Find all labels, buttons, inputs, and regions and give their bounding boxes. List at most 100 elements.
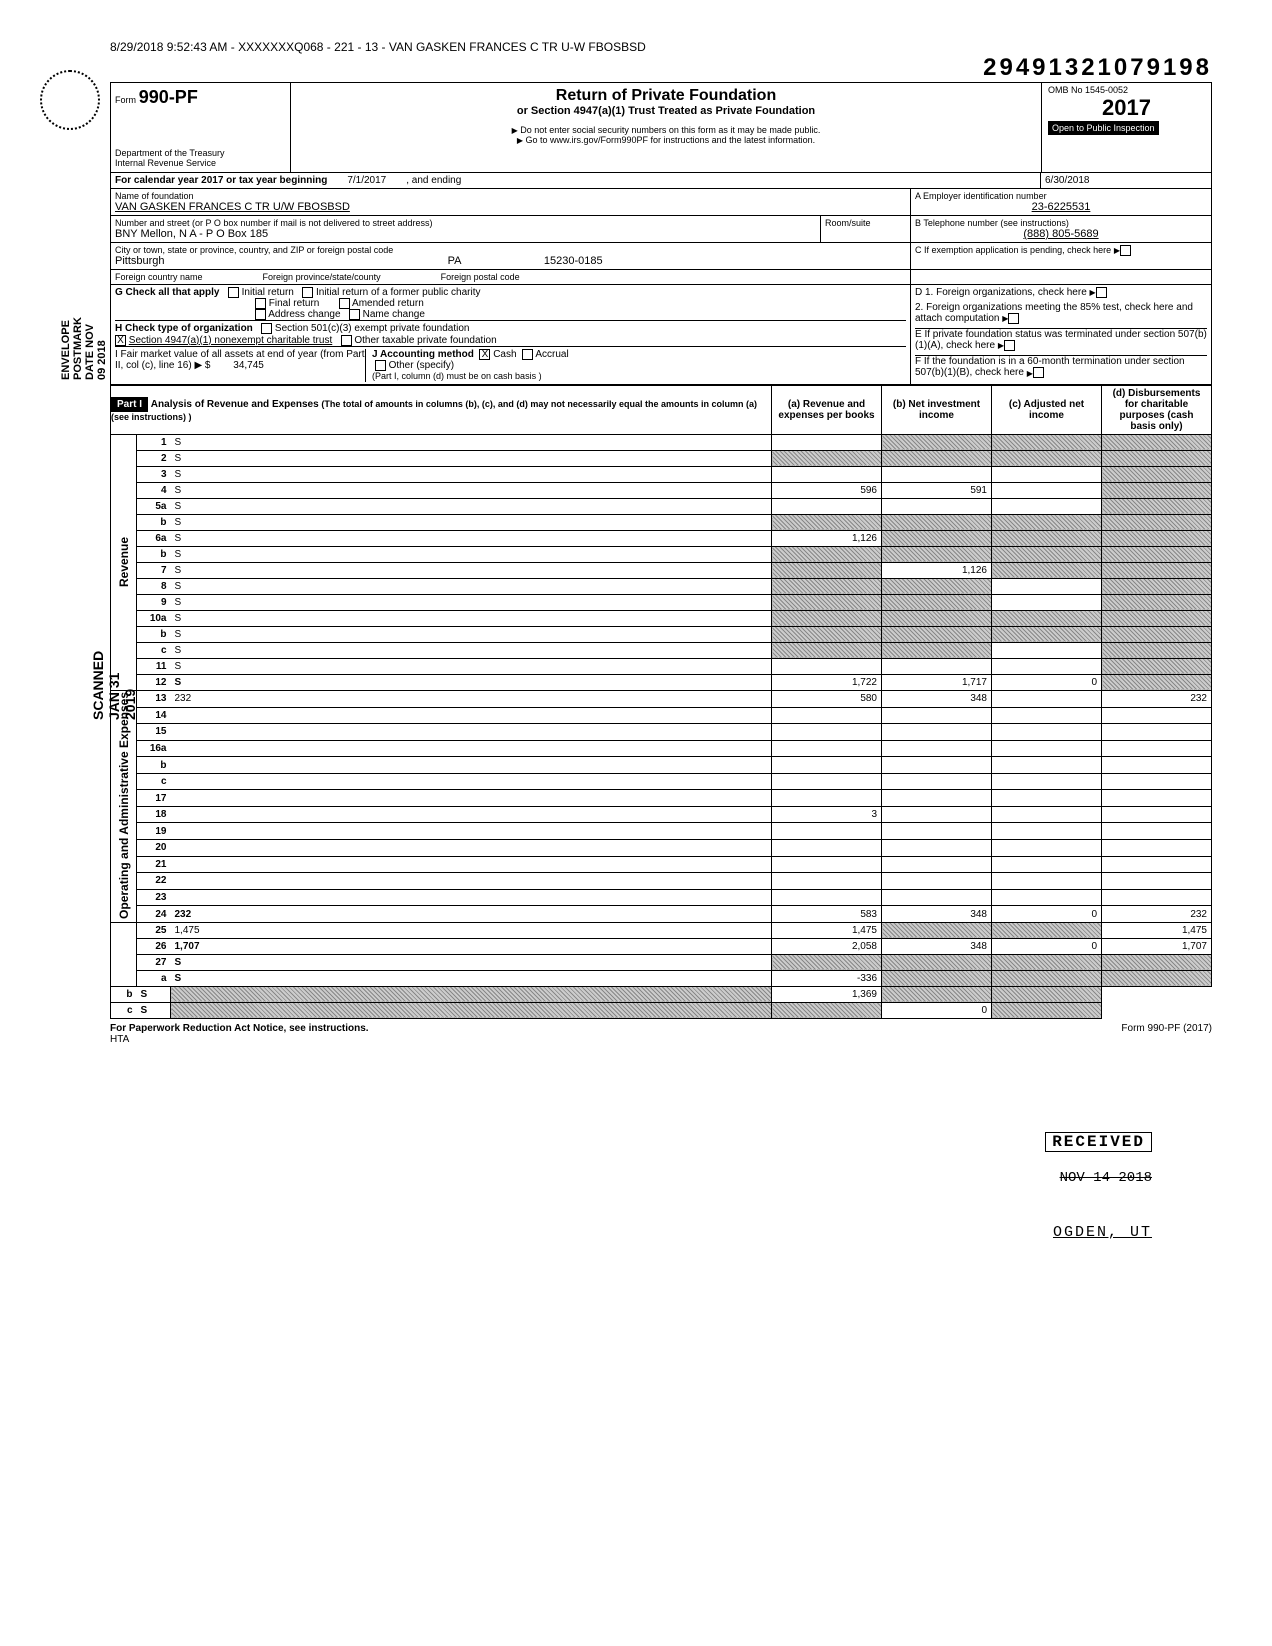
col-c-header: (c) Adjusted net income xyxy=(992,385,1102,434)
line-description: 1,475 xyxy=(171,922,772,938)
table-row: b xyxy=(111,757,1212,774)
table-row: cS xyxy=(111,642,1212,658)
d1-checkbox[interactable] xyxy=(1096,287,1107,298)
line-value-b xyxy=(882,514,992,530)
line-number: 5a xyxy=(137,498,171,514)
line-value-c xyxy=(992,626,1102,642)
line-value-c xyxy=(992,690,1102,707)
col-b-header: (b) Net investment income xyxy=(882,385,992,434)
e-checkbox[interactable] xyxy=(1004,340,1015,351)
table-row: 19 xyxy=(111,823,1212,840)
line-value-a: 1,475 xyxy=(772,922,882,938)
line-description xyxy=(171,757,772,774)
line-value-c xyxy=(992,546,1102,562)
line-value-c xyxy=(992,724,1102,741)
line-description: S xyxy=(171,530,772,546)
period-label: For calendar year 2017 or tax year begin… xyxy=(115,175,327,186)
line-number: 25 xyxy=(137,922,171,938)
line-value-c xyxy=(992,740,1102,757)
line-value-c xyxy=(992,530,1102,546)
line-value-d xyxy=(1102,594,1212,610)
line-number: 16a xyxy=(137,740,171,757)
line-value-d xyxy=(1102,740,1212,757)
line-value-d xyxy=(1102,873,1212,890)
table-row: c xyxy=(111,773,1212,790)
accrual-checkbox[interactable] xyxy=(522,349,533,360)
line-value-d xyxy=(1102,530,1212,546)
line-number: 3 xyxy=(137,466,171,482)
h2-checkbox[interactable]: X xyxy=(115,335,126,346)
irf-checkbox[interactable] xyxy=(302,287,313,298)
line-value-a xyxy=(772,658,882,674)
name-change-checkbox[interactable] xyxy=(349,309,360,320)
line-number: 24 xyxy=(137,906,171,923)
line-description: S xyxy=(171,626,772,642)
fp-label: Foreign province/state/county xyxy=(263,272,381,282)
line-value-a xyxy=(772,594,882,610)
fr-label: Final return xyxy=(269,298,320,309)
other-checkbox[interactable] xyxy=(375,360,386,371)
line-value-a xyxy=(772,873,882,890)
line-description: S xyxy=(171,658,772,674)
line-description: S xyxy=(171,514,772,530)
revenue-section-label: Revenue xyxy=(111,434,137,690)
ac-label: Address change xyxy=(268,309,340,320)
line-description: S xyxy=(171,482,772,498)
line-value-a xyxy=(772,954,882,970)
d2-checkbox[interactable] xyxy=(1008,313,1019,324)
line-value-b xyxy=(882,873,992,890)
line-value-d: 1,475 xyxy=(1102,922,1212,938)
d1-label: D 1. Foreign organizations, check here xyxy=(915,287,1087,298)
e-label: E If private foundation status was termi… xyxy=(915,329,1207,351)
amended-checkbox[interactable] xyxy=(339,298,350,309)
table-row: bS xyxy=(111,626,1212,642)
line-value-a xyxy=(772,498,882,514)
line-description xyxy=(171,806,772,823)
h1-checkbox[interactable] xyxy=(261,323,272,334)
line-number: c xyxy=(137,642,171,658)
line-number: 14 xyxy=(137,707,171,724)
cash-label: Cash xyxy=(493,349,516,360)
line-value-c xyxy=(992,514,1102,530)
line-value-b xyxy=(882,546,992,562)
line-number: 27 xyxy=(137,954,171,970)
line-value-c xyxy=(992,823,1102,840)
h3-checkbox[interactable] xyxy=(341,335,352,346)
line-value-c xyxy=(992,873,1102,890)
line-description xyxy=(171,740,772,757)
line-value-a xyxy=(772,626,882,642)
line-value-d xyxy=(1102,626,1212,642)
fz-label: Foreign postal code xyxy=(441,272,520,282)
line-value-a xyxy=(772,546,882,562)
initial-return-checkbox[interactable] xyxy=(228,287,239,298)
ein-value: 23-6225531 xyxy=(915,201,1207,213)
line-value-b xyxy=(882,856,992,873)
table-row: 5aS xyxy=(111,498,1212,514)
line-description: S xyxy=(171,434,772,450)
line-value-b: 1,126 xyxy=(882,562,992,578)
line-value-b xyxy=(882,707,992,724)
j-label: J Accounting method xyxy=(372,349,474,360)
postmark-date-stamp: ENVELOPE POSTMARK DATE NOV 09 2018 xyxy=(60,317,108,380)
addr-change-checkbox[interactable] xyxy=(255,309,266,320)
ogden-stamp: OGDEN, UT xyxy=(1053,1224,1152,1241)
other-label: Other (specify) xyxy=(389,360,455,371)
line-value-d xyxy=(1102,658,1212,674)
line-value-c xyxy=(992,658,1102,674)
d2-label: 2. Foreign organizations meeting the 85%… xyxy=(915,302,1193,324)
final-return-checkbox[interactable] xyxy=(255,298,266,309)
h2-label: Section 4947(a)(1) nonexempt charitable … xyxy=(129,335,332,346)
line-value-d xyxy=(1102,954,1212,970)
c-label: C If exemption application is pending, c… xyxy=(915,245,1111,255)
line-value-a xyxy=(772,450,882,466)
f-checkbox[interactable] xyxy=(1033,367,1044,378)
line-value-a: 583 xyxy=(772,906,882,923)
line-value-b xyxy=(882,790,992,807)
cash-checkbox[interactable]: X xyxy=(479,349,490,360)
line-number: 8 xyxy=(137,578,171,594)
room-label: Room/suite xyxy=(825,218,906,228)
line-description xyxy=(171,889,772,906)
line-value-c xyxy=(992,466,1102,482)
c-checkbox[interactable] xyxy=(1120,245,1131,256)
table-row: 14 xyxy=(111,707,1212,724)
